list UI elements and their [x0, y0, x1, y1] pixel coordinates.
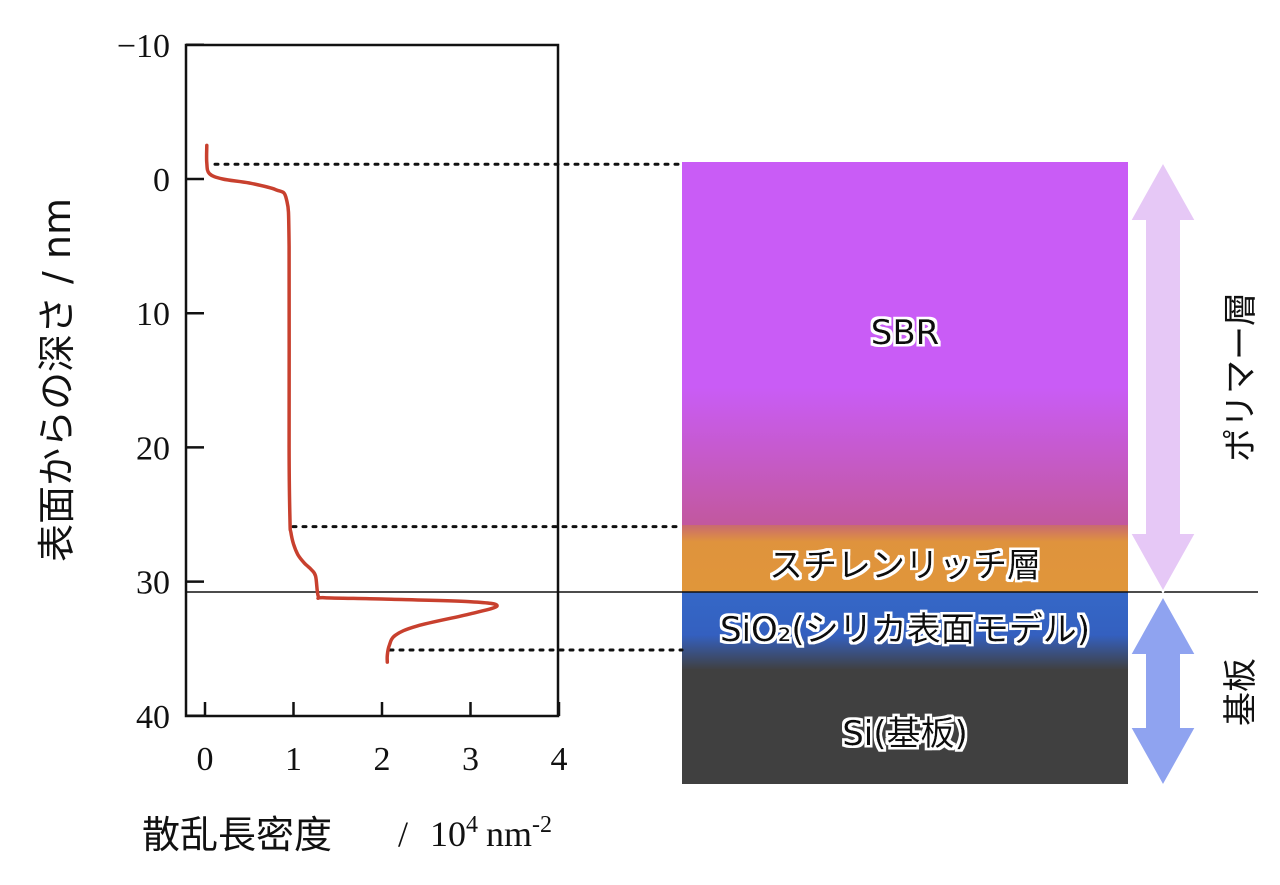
x-tick-label: 4 — [551, 741, 568, 778]
x-unit-unit-exp: -2 — [532, 812, 552, 838]
dotted-lines — [213, 162, 684, 652]
y-axis-title: 表面からの深さ / nm — [35, 198, 79, 562]
layer-sbr — [682, 162, 1128, 525]
layer-styrene-rich — [682, 525, 1128, 592]
y-tick-label: −10 — [117, 28, 170, 65]
plot-frame — [184, 43, 560, 718]
y-tick-label: 20 — [136, 430, 170, 467]
x-axis: 0 1 2 3 4 — [197, 702, 568, 778]
x-unit-exp: 4 — [466, 812, 478, 838]
series-line — [204, 143, 499, 664]
layer-label-si: Si(基板) — [842, 714, 968, 754]
x-tick-label: 1 — [285, 741, 302, 778]
x-unit-unit: nm — [486, 814, 532, 854]
x-axis-unit: 104 nm-2 — [430, 812, 552, 854]
x-axis-title: 散乱長密度 — [142, 813, 332, 857]
layer-si — [682, 669, 1128, 784]
x-tick-label: 0 — [197, 741, 214, 778]
x-tick-label: 3 — [462, 741, 479, 778]
y-axis: −10 0 10 20 30 40 — [117, 28, 204, 736]
layer-label-sbr: SBR — [871, 313, 940, 353]
y-tick-label: 40 — [136, 699, 170, 736]
layer-label-sio2: SiO₂(シリカ表面モデル) — [720, 610, 1090, 650]
bracket-label-substrate: 基板 — [1221, 658, 1261, 726]
layer-stack — [682, 162, 1128, 784]
x-unit-base: 10 — [430, 814, 466, 854]
layer-label-styrene-rich: スチレンリッチ層 — [769, 546, 1041, 586]
polymer-layer-arrow — [1128, 159, 1198, 595]
y-tick-label: 10 — [136, 296, 170, 333]
x-axis-separator: / — [398, 814, 408, 854]
layer-sio2 — [682, 592, 1128, 670]
substrate-arrow — [1128, 593, 1198, 789]
x-tick-label: 2 — [374, 741, 391, 778]
y-tick-label: 30 — [136, 565, 170, 602]
bracket-label-polymer: ポリマー層 — [1221, 292, 1261, 462]
y-tick-label: 0 — [153, 162, 170, 199]
